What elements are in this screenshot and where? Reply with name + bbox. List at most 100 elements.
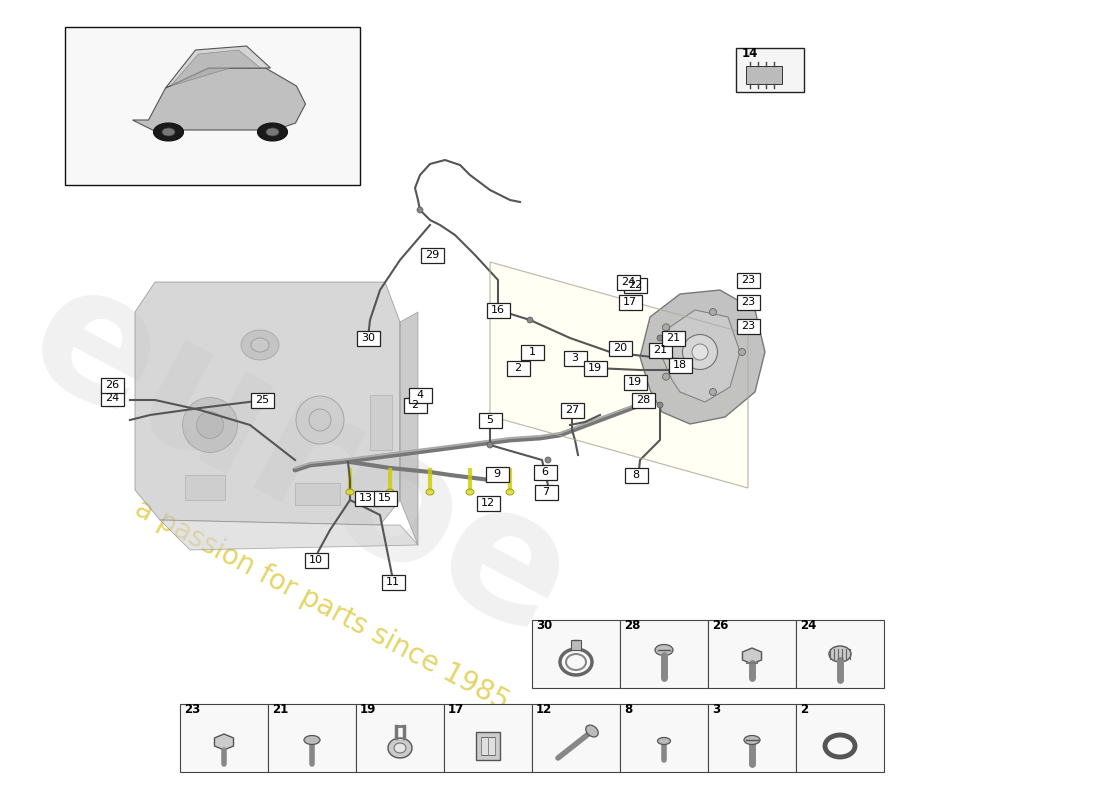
Polygon shape <box>742 648 761 664</box>
Text: 3: 3 <box>572 353 579 363</box>
Text: 9: 9 <box>494 469 501 479</box>
Polygon shape <box>170 50 261 86</box>
FancyBboxPatch shape <box>616 274 639 290</box>
FancyBboxPatch shape <box>305 553 328 567</box>
Text: 24: 24 <box>620 277 635 287</box>
FancyBboxPatch shape <box>669 358 692 373</box>
FancyBboxPatch shape <box>251 393 274 407</box>
Text: 18: 18 <box>673 360 688 370</box>
Ellipse shape <box>657 402 663 408</box>
Ellipse shape <box>657 335 663 341</box>
Bar <box>571 640 581 650</box>
Text: 19: 19 <box>360 703 376 716</box>
FancyBboxPatch shape <box>100 378 123 393</box>
FancyBboxPatch shape <box>649 342 671 358</box>
Ellipse shape <box>495 307 500 313</box>
Text: 5: 5 <box>486 415 494 425</box>
Text: 28: 28 <box>624 619 640 632</box>
FancyBboxPatch shape <box>100 390 123 406</box>
Text: 23: 23 <box>184 703 200 716</box>
Text: 7: 7 <box>542 487 550 497</box>
FancyBboxPatch shape <box>631 393 654 407</box>
FancyBboxPatch shape <box>624 374 647 390</box>
Text: 17: 17 <box>448 703 464 716</box>
Text: 16: 16 <box>491 305 505 315</box>
Text: 12: 12 <box>536 703 552 716</box>
Text: 24: 24 <box>800 619 816 632</box>
Text: 1: 1 <box>528 347 536 357</box>
FancyBboxPatch shape <box>535 485 558 499</box>
Text: 6: 6 <box>541 467 549 477</box>
FancyBboxPatch shape <box>737 294 759 310</box>
Text: 21: 21 <box>666 333 680 343</box>
FancyBboxPatch shape <box>624 278 647 293</box>
Bar <box>796 704 884 772</box>
Bar <box>476 732 501 760</box>
Text: 23: 23 <box>741 321 755 331</box>
Ellipse shape <box>658 738 671 745</box>
FancyBboxPatch shape <box>737 318 759 334</box>
Polygon shape <box>662 310 740 402</box>
Text: 19: 19 <box>587 363 602 373</box>
Ellipse shape <box>487 417 493 423</box>
FancyBboxPatch shape <box>583 361 606 375</box>
Ellipse shape <box>367 335 373 341</box>
FancyBboxPatch shape <box>382 574 405 590</box>
Text: 15: 15 <box>378 493 392 503</box>
FancyBboxPatch shape <box>563 350 586 366</box>
Bar <box>356 704 444 772</box>
Text: 21: 21 <box>272 703 288 716</box>
Polygon shape <box>135 282 400 525</box>
Ellipse shape <box>162 128 175 136</box>
Text: 2: 2 <box>800 703 808 716</box>
Ellipse shape <box>585 725 598 737</box>
Ellipse shape <box>487 442 493 448</box>
Text: 19: 19 <box>628 377 642 387</box>
FancyBboxPatch shape <box>420 247 443 262</box>
FancyBboxPatch shape <box>408 387 431 402</box>
Polygon shape <box>490 262 748 488</box>
FancyBboxPatch shape <box>534 465 557 479</box>
Text: 10: 10 <box>309 555 323 565</box>
Polygon shape <box>165 46 271 88</box>
Ellipse shape <box>466 489 474 495</box>
FancyBboxPatch shape <box>478 413 502 427</box>
Ellipse shape <box>710 309 716 315</box>
Ellipse shape <box>829 646 851 662</box>
Text: euroe: euroe <box>0 245 601 675</box>
Ellipse shape <box>266 128 279 136</box>
Ellipse shape <box>346 489 354 495</box>
Bar <box>620 620 708 688</box>
Text: 26: 26 <box>104 380 119 390</box>
Ellipse shape <box>257 123 287 141</box>
Bar <box>736 48 804 92</box>
Bar <box>532 620 620 688</box>
Bar <box>796 620 884 688</box>
Text: 23: 23 <box>741 297 755 307</box>
Bar <box>185 475 226 500</box>
Polygon shape <box>160 520 418 550</box>
FancyBboxPatch shape <box>520 345 543 359</box>
FancyBboxPatch shape <box>625 467 648 482</box>
Ellipse shape <box>386 489 394 495</box>
Text: 30: 30 <box>536 619 552 632</box>
Text: 26: 26 <box>712 619 728 632</box>
Bar <box>444 704 532 772</box>
Text: 22: 22 <box>628 280 642 290</box>
FancyBboxPatch shape <box>618 294 641 310</box>
Bar <box>620 704 708 772</box>
Ellipse shape <box>506 489 514 495</box>
Ellipse shape <box>417 207 424 213</box>
Polygon shape <box>640 290 764 424</box>
Ellipse shape <box>296 396 344 444</box>
FancyBboxPatch shape <box>354 490 377 506</box>
Ellipse shape <box>241 330 279 360</box>
Bar <box>180 704 268 772</box>
Text: 28: 28 <box>636 395 650 405</box>
Text: 25: 25 <box>255 395 270 405</box>
Ellipse shape <box>682 334 717 370</box>
Text: 14: 14 <box>742 47 758 60</box>
Text: 21: 21 <box>653 345 667 355</box>
Polygon shape <box>400 312 418 545</box>
Polygon shape <box>132 68 306 130</box>
